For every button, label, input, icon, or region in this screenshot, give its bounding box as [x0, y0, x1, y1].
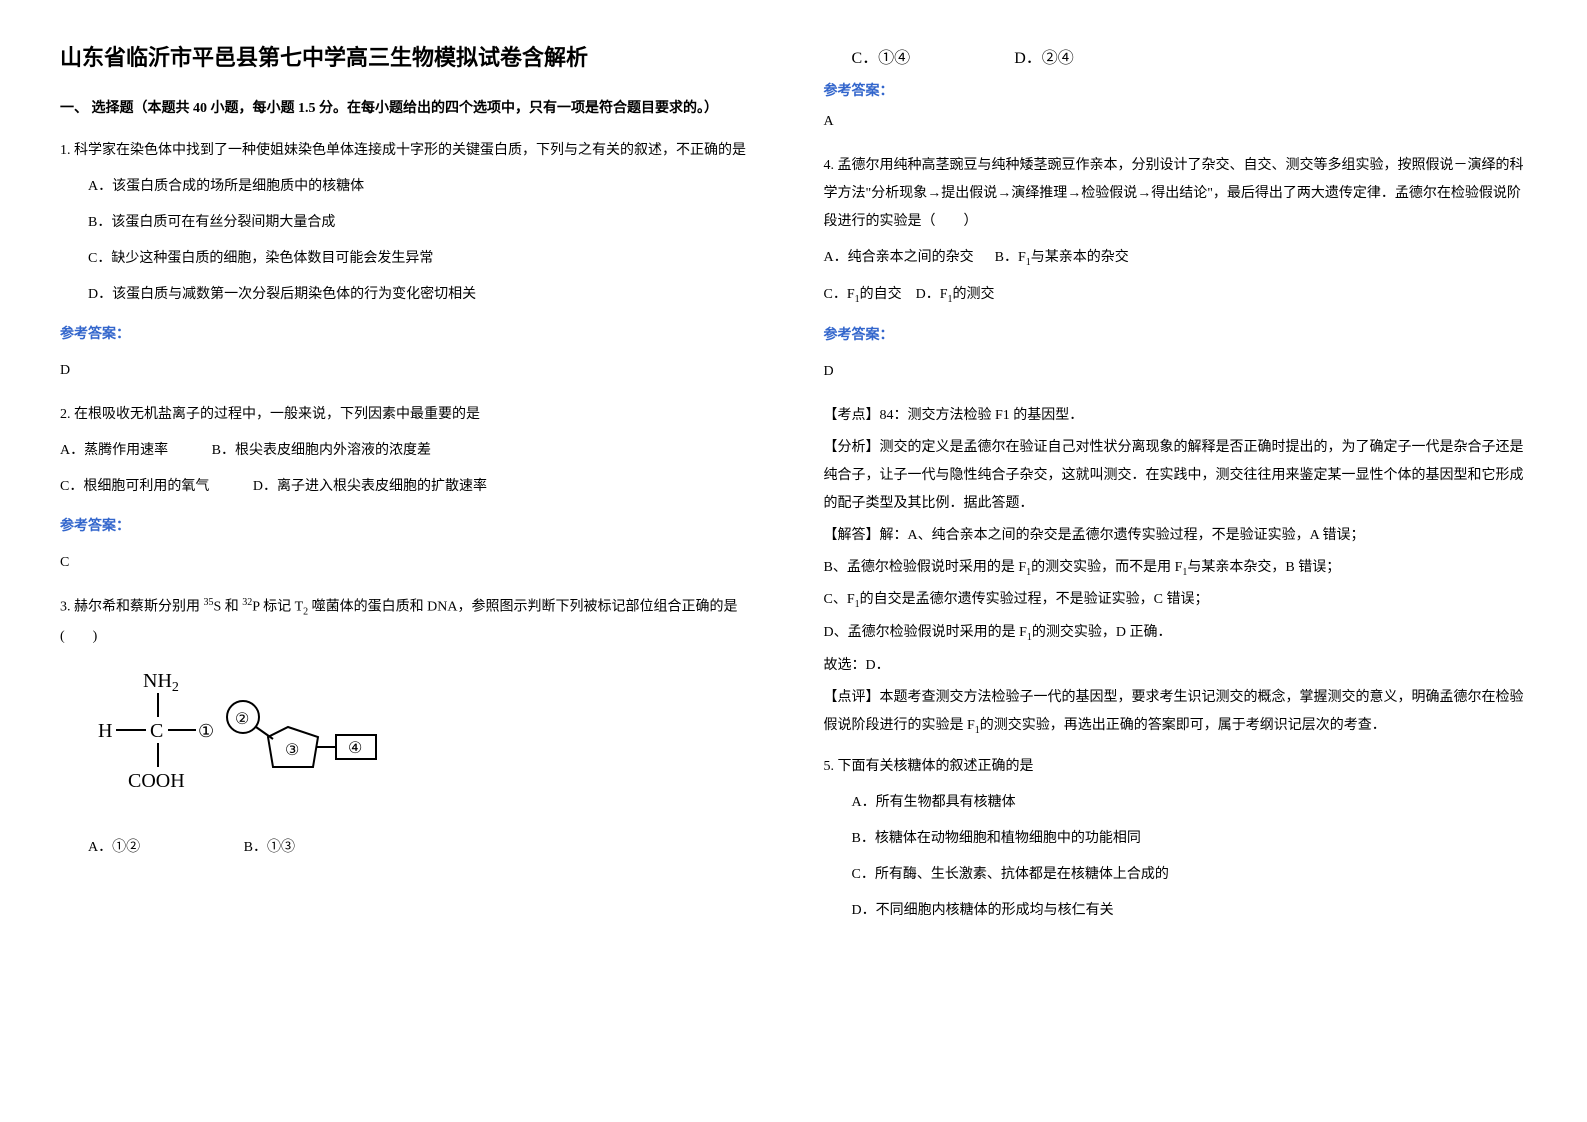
question-text: 1. 科学家在染色体中找到了一种使姐妹染色单体连接成十字形的关键蛋白质，下列与之… [60, 137, 764, 165]
options-row-2: C．根细胞可利用的氧气 D．离子进入根尖表皮细胞的扩散速率 [60, 473, 764, 501]
option-b: B．核糖体在动物细胞和植物细胞中的功能相同 [852, 825, 1528, 853]
nh2-label: NH2 [143, 670, 179, 695]
options-line-1: A．纯合亲本之间的杂交 B．F1与某亲本的杂交 [824, 244, 1528, 273]
answer-value: A [824, 108, 1528, 136]
explanation-analysis: 【分析】测交的定义是孟德尔在验证自己对性状分离现象的解释是否正确时提出的，为了确… [824, 434, 1528, 518]
circle-3: ③ [285, 742, 299, 759]
circle-4: ④ [348, 740, 362, 757]
left-column: 山东省临沂市平邑县第七中学高三生物模拟试卷含解析 一、 选择题（本题共 40 小… [60, 40, 764, 937]
amino-acid-diagram: NH2 H C ① COOH ② [88, 667, 764, 818]
option-a: A．蒸腾作用速率 [60, 437, 168, 465]
option-d: D．F1的测交 [916, 287, 995, 302]
option-b: B．根尖表皮细胞内外溶液的浓度差 [212, 437, 431, 465]
explanation-topic: 【考点】84：测交方法检验 F1 的基因型． [824, 402, 1528, 430]
question-text: 3. 赫尔希和蔡斯分别用 35S 和 32P 标记 T2 噬菌体的蛋白质和 DN… [60, 593, 764, 650]
explanation-solve-d: D、孟德尔检验假说时采用的是 F1的测交实验，D 正确． [824, 619, 1528, 648]
circle-2: ② [235, 711, 249, 728]
page-title: 山东省临沂市平邑县第七中学高三生物模拟试卷含解析 [60, 40, 764, 72]
question-5: 5. 下面有关核糖体的叙述正确的是 A．所有生物都具有核糖体 B．核糖体在动物细… [824, 753, 1528, 925]
answer-label: 参考答案： [60, 513, 764, 541]
sup-35: 35 [204, 597, 214, 608]
answer-value: D [60, 357, 764, 385]
answer-value: D [824, 358, 1528, 386]
question-3: 3. 赫尔希和蔡斯分别用 35S 和 32P 标记 T2 噬菌体的蛋白质和 DN… [60, 593, 764, 861]
option-a: A．该蛋白质合成的场所是细胞质中的核糖体 [88, 173, 764, 201]
section-header: 一、 选择题（本题共 40 小题，每小题 1.5 分。在每小题给出的四个选项中，… [60, 96, 764, 121]
answer-label: 参考答案： [824, 322, 1528, 350]
option-c: C．F1的自交 [824, 287, 902, 302]
h-label: H [98, 720, 112, 742]
option-a: A．纯合亲本之间的杂交 [824, 250, 974, 265]
option-d: D．离子进入根尖表皮细胞的扩散速率 [253, 473, 487, 501]
option-c: C．所有酶、生长激素、抗体都是在核糖体上合成的 [852, 861, 1528, 889]
option-c: C．①④ [852, 44, 911, 68]
explanation-solve-b: B、孟德尔检验假说时采用的是 F1的测交实验，而不是用 F1与某亲本杂交，B 错… [824, 554, 1528, 583]
option-c: C．缺少这种蛋白质的细胞，染色体数目可能会发生异常 [88, 245, 764, 273]
explanation-comment: 【点评】本题考查测交方法检验子一代的基因型，要求考生识记测交的概念，掌握测交的意… [824, 684, 1528, 741]
option-b: B．①③ [244, 834, 295, 862]
circle-1: ① [198, 721, 214, 741]
cooh-label: COOH [128, 770, 185, 792]
q3-text-3: P 标记 T [252, 600, 303, 615]
answer-label: 参考答案： [60, 321, 764, 349]
q3-text-1: 3. 赫尔希和蔡斯分别用 [60, 600, 204, 615]
explanation-conclusion: 故选：D． [824, 652, 1528, 680]
right-column: C．①④ D．②④ 参考答案： A 4. 孟德尔用纯种高茎豌豆与纯种矮茎豌豆作亲… [824, 40, 1528, 937]
answer-value: C [60, 549, 764, 577]
options-row-ab: A．①② B．①③ [88, 834, 764, 862]
sup-32: 32 [242, 597, 252, 608]
question-text: 4. 孟德尔用纯种高茎豌豆与纯种矮茎豌豆作亲本，分别设计了杂交、自交、测交等多组… [824, 152, 1528, 236]
explanation-solve-c: C、F1的自交是孟德尔遗传实验过程，不是验证实验，C 错误； [824, 586, 1528, 615]
diagram-svg: NH2 H C ① COOH ② [88, 667, 388, 807]
explanation-solve-a: 【解答】解：A、纯合亲本之间的杂交是孟德尔遗传实验过程，不是验证实验，A 错误； [824, 522, 1528, 550]
option-a: A．①② [88, 834, 140, 862]
options-row-cd: C．①④ D．②④ [852, 44, 1528, 68]
answer-label: 参考答案： [824, 80, 1528, 100]
option-b: B．该蛋白质可在有丝分裂间期大量合成 [88, 209, 764, 237]
question-text: 2. 在根吸收无机盐离子的过程中，一般来说，下列因素中最重要的是 [60, 401, 764, 429]
q3-text-2: S 和 [214, 600, 243, 615]
option-c: C．根细胞可利用的氧气 [60, 473, 209, 501]
options-line-2: C．F1的自交 D．F1的测交 [824, 281, 1528, 310]
question-4: 4. 孟德尔用纯种高茎豌豆与纯种矮茎豌豆作亲本，分别设计了杂交、自交、测交等多组… [824, 152, 1528, 741]
question-1: 1. 科学家在染色体中找到了一种使姐妹染色单体连接成十字形的关键蛋白质，下列与之… [60, 137, 764, 385]
option-d: D．不同细胞内核糖体的形成均与核仁有关 [852, 897, 1528, 925]
option-b: B．F1与某亲本的杂交 [995, 250, 1129, 265]
connector-line [256, 727, 273, 739]
option-d: D．该蛋白质与减数第一次分裂后期染色体的行为变化密切相关 [88, 281, 764, 309]
options-row-1: A．蒸腾作用速率 B．根尖表皮细胞内外溶液的浓度差 [60, 437, 764, 465]
c-label: C [150, 720, 163, 742]
question-2: 2. 在根吸收无机盐离子的过程中，一般来说，下列因素中最重要的是 A．蒸腾作用速… [60, 401, 764, 577]
option-a: A．所有生物都具有核糖体 [852, 789, 1528, 817]
option-d: D．②④ [1014, 44, 1074, 68]
question-text: 5. 下面有关核糖体的叙述正确的是 [824, 753, 1528, 781]
